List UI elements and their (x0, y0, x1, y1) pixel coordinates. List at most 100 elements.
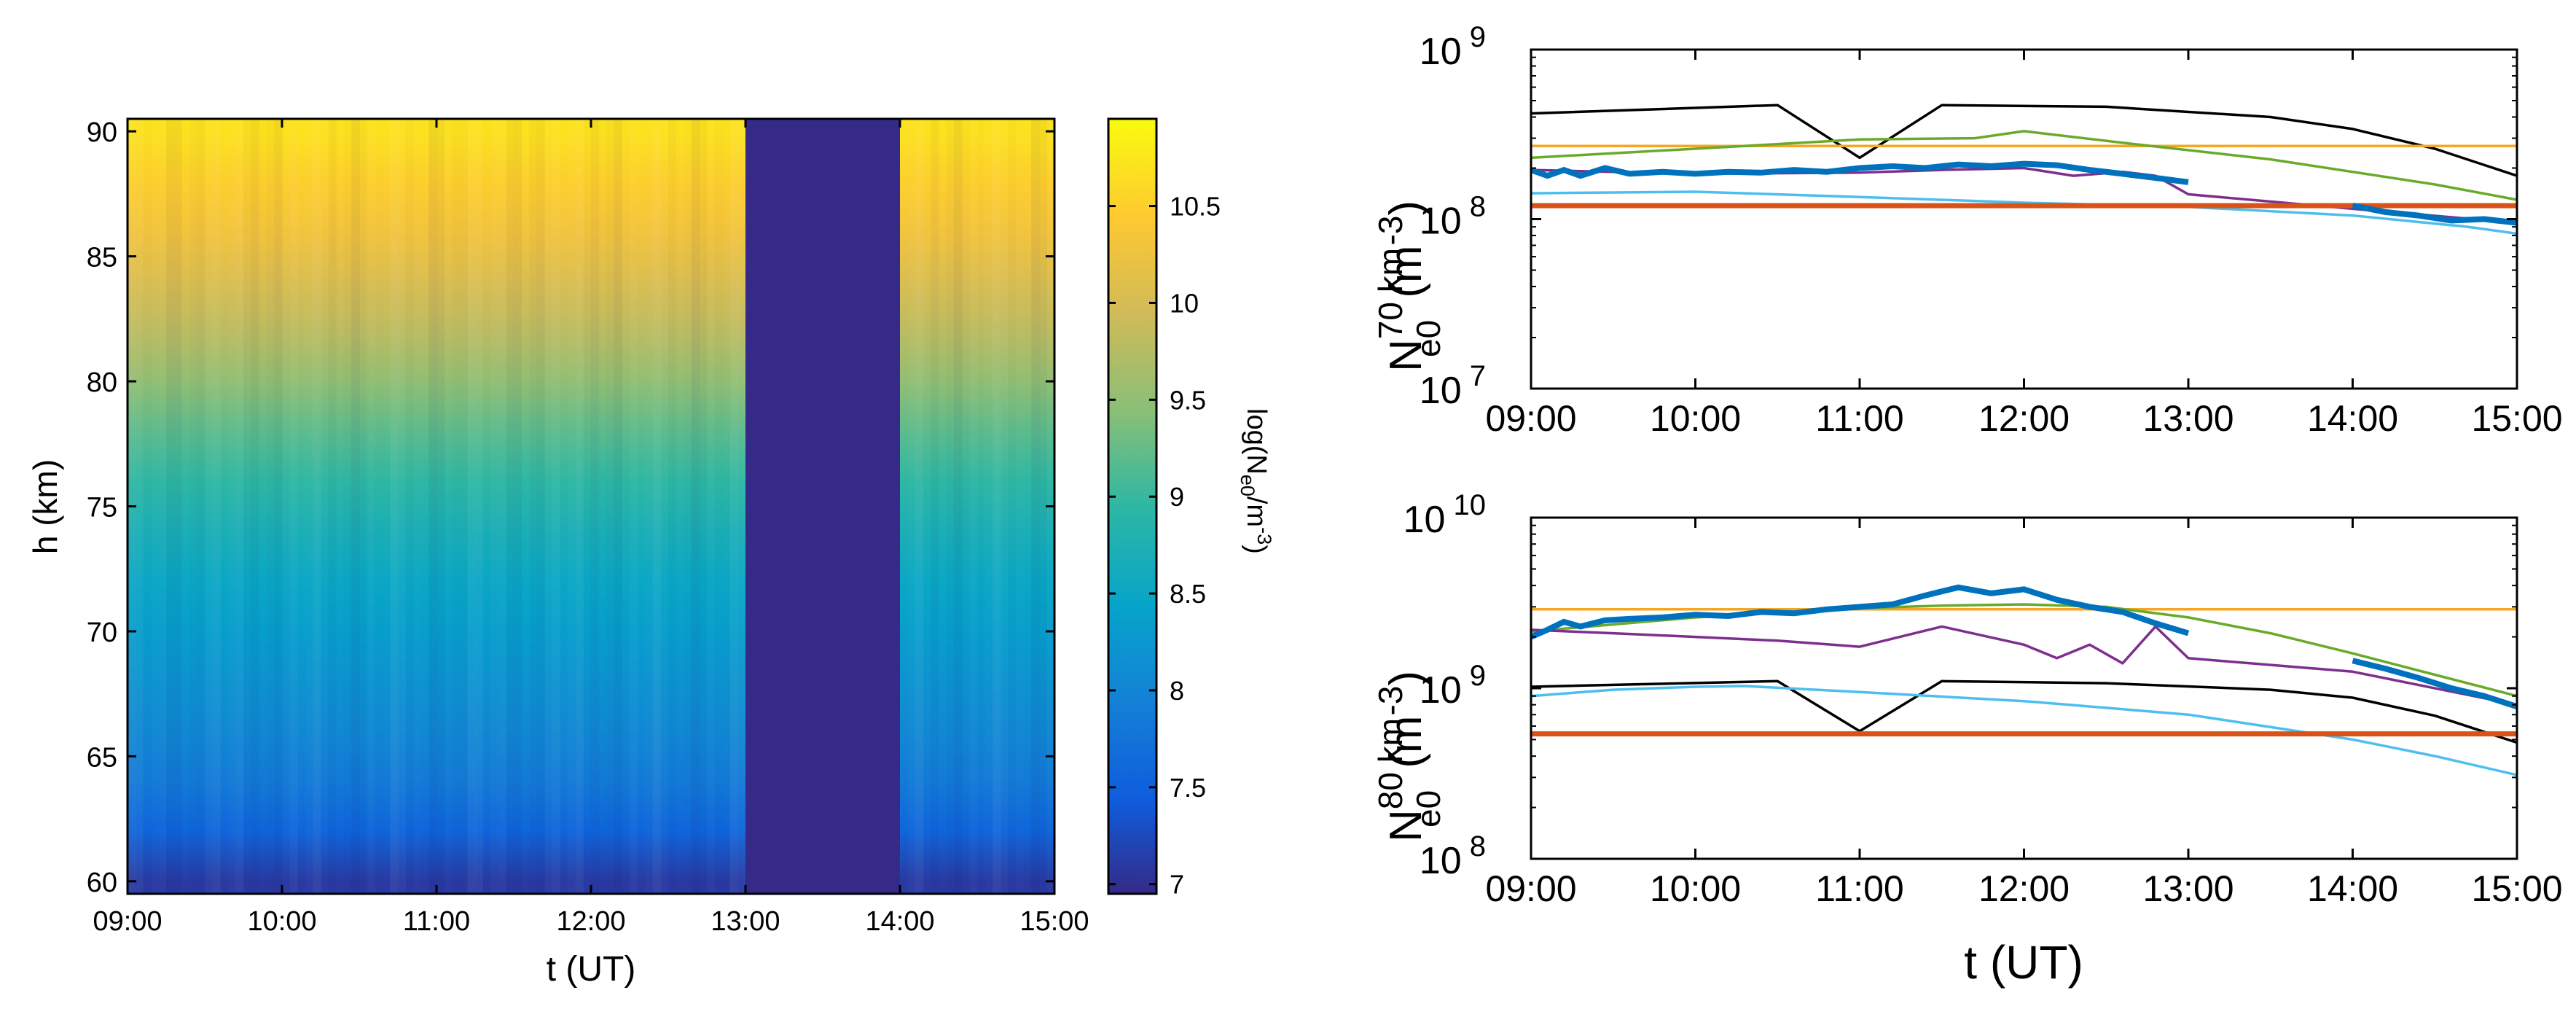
heatmap-band (560, 119, 568, 894)
heatmap-band (329, 119, 337, 894)
heatmap-band (722, 119, 730, 894)
heatmap-band (606, 119, 614, 894)
heatmap-band (506, 119, 514, 894)
heatmap-y-tick-label: 85 (87, 243, 117, 273)
heatmap-band (282, 119, 290, 894)
heatmap-band (575, 119, 584, 894)
panel-80km-x-ticks: 09:00 10:00 11:00 12:00 13:00 14:00 15:00 (1485, 518, 2563, 909)
panel-80km-series-light-blue (1531, 685, 2517, 776)
panel-70km-y-ticks: 10 710 810 9 (1420, 21, 2517, 412)
heatmap-band (498, 119, 506, 894)
heatmap-band (375, 119, 383, 894)
panel-80km-x-tick-label: 12:00 (1978, 868, 2070, 909)
heatmap-band (529, 119, 537, 894)
heatmap-band (715, 119, 723, 894)
panel-80km-x-tick-label: 09:00 (1485, 868, 1576, 909)
heatmap-band (166, 119, 175, 894)
heatmap-band (143, 119, 151, 894)
heatmap-band (652, 119, 661, 894)
colorbar-tick-label: 7.5 (1170, 773, 1206, 803)
heatmap-band (413, 119, 421, 894)
heatmap-band (1024, 119, 1032, 894)
panel-70km-series (1531, 104, 2517, 235)
heatmap-band (398, 119, 406, 894)
heatmap-band (954, 119, 963, 894)
heatmap-band (900, 119, 908, 894)
heatmap-band (297, 119, 305, 894)
panel-70km-series-measured-late (2352, 203, 2517, 226)
heatmap-y-tick-label: 80 (87, 367, 117, 398)
heatmap-band (908, 119, 916, 894)
panel-80km-y-tick-base: 10 (1420, 669, 1462, 712)
heatmap-band (591, 119, 599, 894)
heatmap-band (359, 119, 367, 894)
heatmap-band (699, 119, 707, 894)
heatmap-band (1031, 119, 1040, 894)
heatmap-band (313, 119, 321, 894)
heatmap-band (467, 119, 476, 894)
colorbar-tick-label: 8.5 (1170, 579, 1206, 609)
panel-80km-series-measured-late (2352, 658, 2517, 710)
heatmap-band (267, 119, 275, 894)
heatmap-band (475, 119, 484, 894)
panel-70km-y-tick-label: 10 9 (1420, 21, 1486, 73)
colorbar-label-main: log(N (1241, 408, 1272, 475)
panel-80km-ylabel-sub: e0 (1409, 790, 1447, 827)
colorbar-tick-label: 10.5 (1170, 192, 1221, 222)
panel-80km-ylabel-units-sup: -3 (1371, 686, 1409, 716)
colorbar-tick-label: 9 (1170, 482, 1184, 512)
panel-70km-y-tick-base: 10 (1420, 370, 1462, 412)
panel-70km-ylabel-units-close: ) (1381, 200, 1431, 216)
colorbar-label-close: ) (1241, 545, 1272, 554)
panel-70km-ylabel-units: (m (1381, 245, 1431, 297)
panel-80km-y-tick-exp: 10 (1445, 489, 1486, 521)
heatmap-y-tick-label: 75 (87, 493, 117, 523)
panel-80km-x-tick-label: 10:00 (1650, 868, 1741, 909)
colorbar-label-tail: /m (1241, 496, 1272, 527)
heatmap-band (344, 119, 352, 894)
panel-70km-series-light-blue (1531, 190, 2517, 235)
panel-70km-series-measured (1531, 160, 2189, 185)
heatmap-band (568, 119, 576, 894)
panel-70km-x-tick-label: 15:00 (2471, 398, 2562, 439)
panel-70km-y-tick-base: 10 (1420, 200, 1462, 243)
heatmap-band (931, 119, 939, 894)
heatmap-band (158, 119, 166, 894)
panel-70km-x-tick-label: 10:00 (1650, 398, 1741, 439)
heatmap-band (321, 119, 329, 894)
heatmap-xlabel: t (UT) (547, 950, 636, 989)
heatmap-band (915, 119, 924, 894)
heatmap-data-gap (745, 119, 900, 894)
panel-70km-ylabel-sub: e0 (1409, 320, 1447, 357)
heatmap-band (490, 119, 498, 894)
colorbar-ticks: 7 7.5 8 8.5 9 9.5 10 10.5 (1108, 192, 1221, 900)
heatmap-band (428, 119, 437, 894)
panel-80km: 09:00 10:00 11:00 12:00 13:00 14:00 15:00 10 8… (1371, 489, 2563, 989)
panel-80km-x-tick-label: 11:00 (1815, 868, 1903, 909)
heatmap-band (1016, 119, 1024, 894)
heatmap-band (228, 119, 236, 894)
heatmap-band (729, 119, 738, 894)
heatmap-band (181, 119, 189, 894)
heatmap-band (220, 119, 228, 894)
panel-80km-series-measured (1531, 584, 2190, 640)
heatmap-x-tick-label: 10:00 (247, 906, 316, 937)
heatmap-y-tick-label: 90 (87, 117, 117, 148)
heatmap-x-tick-label: 15:00 (1019, 906, 1089, 937)
heatmap-band (544, 119, 552, 894)
panel-80km-ylabel-sup: 80 km (1371, 718, 1409, 809)
heatmap-band (923, 119, 931, 894)
heatmap-band (668, 119, 676, 894)
panel-70km-y-tick-exp: 8 (1462, 191, 1486, 223)
heatmap-band (235, 119, 244, 894)
panel-80km-y-tick-base: 10 (1420, 840, 1462, 882)
heatmap-band (483, 119, 491, 894)
heatmap-time-bands (128, 119, 1040, 894)
heatmap-band (962, 119, 970, 894)
panel-80km-xlabel: t (UT) (1964, 936, 2083, 989)
heatmap-band (939, 119, 947, 894)
heatmap-band (212, 119, 221, 894)
heatmap-band (189, 119, 197, 894)
heatmap-band (305, 119, 313, 894)
